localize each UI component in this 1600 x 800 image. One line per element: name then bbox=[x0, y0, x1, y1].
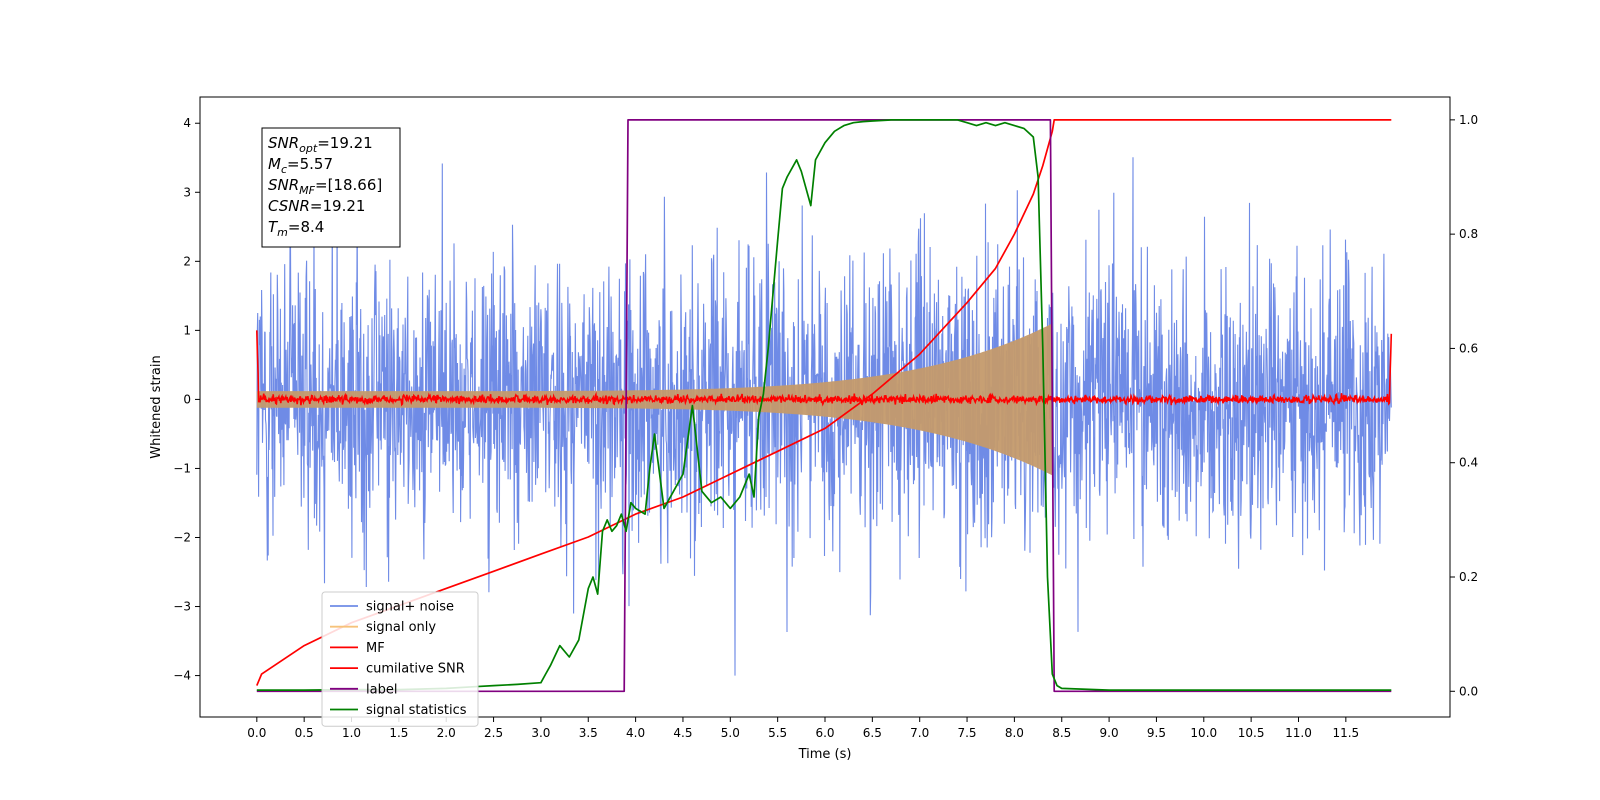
x-tick-label: 7.5 bbox=[957, 726, 976, 740]
y2-tick-label: 0.6 bbox=[1459, 341, 1478, 355]
info-subscript: opt bbox=[299, 142, 318, 155]
info-symbol: CSNR bbox=[268, 197, 310, 215]
y2-tick-label: 0.2 bbox=[1459, 570, 1478, 584]
x-axis-label: Time (s) bbox=[798, 747, 852, 762]
info-symbol: SNR bbox=[268, 176, 299, 194]
x-tick-label: 0.0 bbox=[247, 726, 266, 740]
y-tick-label: 1 bbox=[183, 323, 191, 337]
legend-label: cumilative SNR bbox=[366, 662, 465, 677]
x-axis: 0.0 0.5 1.0 1.5 2.0 2.5 3.0 3.5 4.0 4.5 5.0 5.5 6.0 6… bbox=[247, 717, 1359, 740]
legend-label: label bbox=[366, 682, 397, 697]
legend-label: signal+ noise bbox=[366, 600, 454, 615]
info-line: CSNR=19.21 bbox=[268, 197, 365, 215]
info-box-frame bbox=[261, 127, 401, 248]
info-line: SNRMF=[18.66] bbox=[268, 176, 382, 197]
x-tick-label: 8.0 bbox=[1005, 726, 1024, 740]
y-tick-label: 0 bbox=[183, 392, 191, 406]
y-tick-label: 4 bbox=[183, 116, 191, 130]
legend-label: signal statistics bbox=[366, 703, 467, 718]
y-axis-label: Whitened strain bbox=[149, 355, 164, 458]
x-tick-label: 6.0 bbox=[815, 726, 834, 740]
x-tick-label: 10.5 bbox=[1238, 726, 1265, 740]
y-tick-label: −3 bbox=[173, 600, 191, 614]
x-tick-label: 2.5 bbox=[484, 726, 503, 740]
x-tick-label: 11.5 bbox=[1332, 726, 1359, 740]
info-symbol: M bbox=[268, 155, 281, 173]
x-tick-label: 6.5 bbox=[863, 726, 882, 740]
x-tick-label: 1.5 bbox=[389, 726, 408, 740]
info-value: =19.21 bbox=[310, 197, 366, 215]
info-value: =[18.66] bbox=[315, 176, 382, 194]
x-tick-label: 7.0 bbox=[910, 726, 929, 740]
legend-label: MF bbox=[366, 641, 385, 656]
y-tick-label: 3 bbox=[183, 185, 191, 199]
y-axis-right: 0.0 0.2 0.4 0.6 0.8 1.0 bbox=[1450, 113, 1478, 698]
y2-tick-label: 0.8 bbox=[1459, 227, 1478, 241]
y-axis-left: −4 −3 −2 −1 0 1 2 3 4 bbox=[173, 116, 200, 683]
x-tick-label: 9.0 bbox=[1100, 726, 1119, 740]
x-tick-label: 5.5 bbox=[768, 726, 787, 740]
info-symbol: T bbox=[268, 218, 279, 236]
legend-label: signal only bbox=[366, 620, 436, 635]
y2-tick-label: 0.0 bbox=[1459, 684, 1478, 698]
series-signal-noise bbox=[256, 157, 1392, 676]
series-mf bbox=[256, 330, 1393, 407]
info-value: =8.4 bbox=[288, 218, 324, 236]
y-tick-label: 2 bbox=[183, 254, 191, 268]
y-tick-label: −4 bbox=[173, 669, 191, 683]
info-subscript: m bbox=[277, 226, 288, 239]
x-tick-label: 10.0 bbox=[1190, 726, 1217, 740]
info-subscript: MF bbox=[299, 184, 315, 197]
series-label bbox=[256, 119, 1392, 693]
series-signal-statistics bbox=[256, 119, 1392, 691]
y-tick-label: −1 bbox=[173, 461, 191, 475]
x-tick-label: 2.0 bbox=[437, 726, 456, 740]
info-box: SNRopt=19.21Mc=5.57SNRMF=[18.66]CSNR=19.… bbox=[261, 127, 401, 248]
info-value: =5.57 bbox=[287, 155, 333, 173]
y2-tick-label: 1.0 bbox=[1459, 113, 1478, 127]
legend: signal+ noise signal only MF cumilative SNR… bbox=[321, 591, 479, 727]
y2-tick-label: 0.4 bbox=[1459, 456, 1478, 470]
info-line: SNRopt=19.21 bbox=[268, 134, 373, 155]
info-line: Tm=8.4 bbox=[268, 218, 324, 239]
x-tick-label: 0.5 bbox=[295, 726, 314, 740]
x-tick-label: 5.0 bbox=[721, 726, 740, 740]
x-tick-label: 9.5 bbox=[1147, 726, 1166, 740]
x-tick-label: 4.5 bbox=[673, 726, 692, 740]
info-subscript: c bbox=[281, 163, 287, 176]
x-tick-label: 1.0 bbox=[342, 726, 361, 740]
legend-frame bbox=[321, 591, 479, 727]
info-value: =19.21 bbox=[317, 134, 373, 152]
x-tick-label: 4.0 bbox=[626, 726, 645, 740]
x-tick-label: 3.0 bbox=[531, 726, 550, 740]
x-tick-label: 11.0 bbox=[1285, 726, 1312, 740]
y-tick-label: −2 bbox=[173, 530, 191, 544]
x-tick-label: 3.5 bbox=[579, 726, 598, 740]
info-symbol: SNR bbox=[268, 134, 299, 152]
info-line: Mc=5.57 bbox=[268, 155, 333, 176]
x-tick-label: 8.5 bbox=[1052, 726, 1071, 740]
